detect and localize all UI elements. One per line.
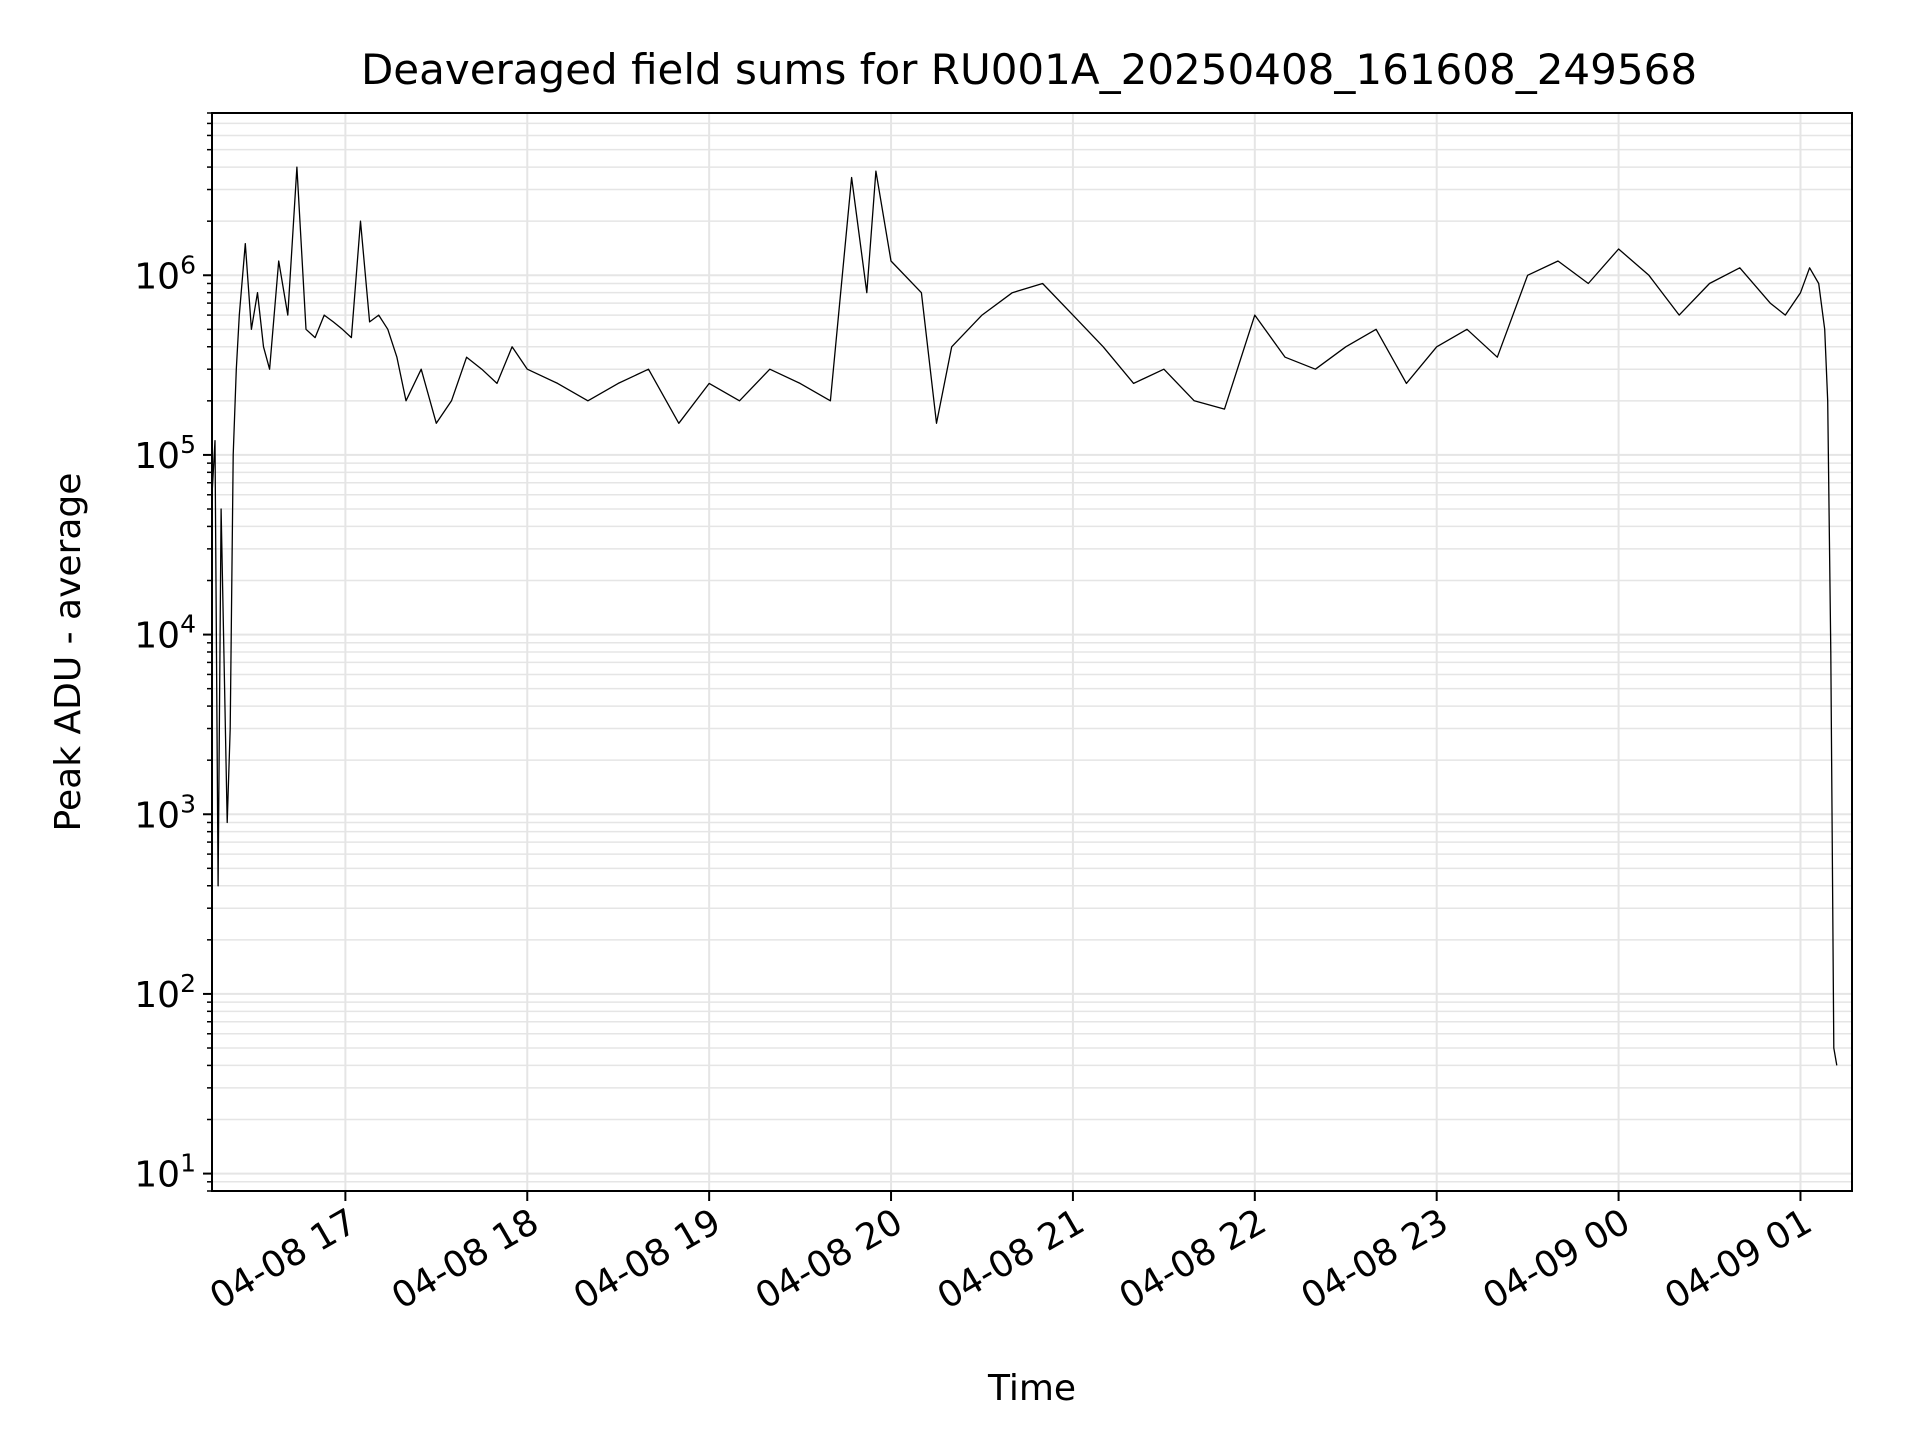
x-tick-label: 04-09 01 [1658,1201,1819,1317]
x-tick-label: 04-09 00 [1476,1201,1637,1317]
y-axis-label: Peak ADU - average [48,473,89,832]
y-tick-label: 104 [134,610,196,657]
x-axis: 04-08 17 04-08 18 04-08 19 04-08 20 04-08 21… [203,1191,1819,1318]
y-tick-label: 106 [134,250,196,297]
y-tick-label: 102 [134,969,196,1016]
y-tick-label: 105 [134,430,196,477]
x-tick-label: 04-08 20 [749,1201,910,1317]
y-axis: 101 102 103 104 105 106 [134,112,212,1196]
grid [212,112,1852,1192]
x-tick-label: 04-08 23 [1295,1201,1456,1317]
x-tick-label: 04-08 22 [1113,1201,1274,1317]
x-tick-label: 04-08 17 [203,1201,364,1317]
chart-title: Deaveraged field sums for RU001A_2025040… [361,45,1697,94]
data-line [211,166,1838,1066]
x-tick-label: 04-08 21 [931,1201,1092,1317]
y-tick-label: 103 [134,789,196,836]
x-tick-label: 04-08 18 [385,1201,546,1317]
x-tick-label: 04-08 19 [567,1201,728,1317]
y-tick-label: 101 [134,1149,196,1196]
x-axis-label: Time [987,1368,1076,1409]
